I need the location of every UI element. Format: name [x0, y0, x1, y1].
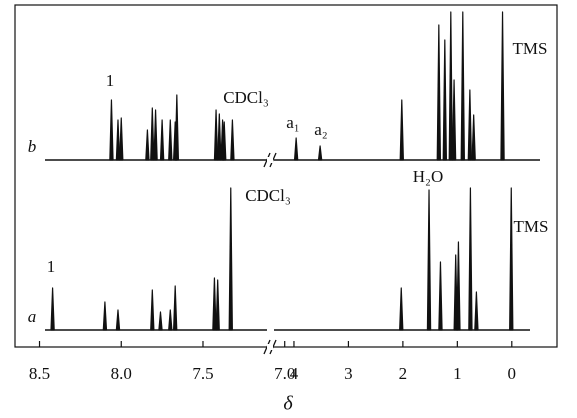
peak — [115, 119, 121, 161]
axis-break-gap — [267, 344, 273, 350]
x-tick-label: 3 — [344, 364, 353, 383]
axis-break-gap — [267, 157, 273, 163]
x-tick-label: 7.5 — [192, 364, 213, 383]
x-tick-label: 2 — [399, 364, 408, 383]
peak — [217, 113, 222, 161]
peak — [50, 287, 55, 331]
peak — [212, 277, 217, 331]
peak — [228, 187, 233, 331]
x-tick-label: 4 — [290, 364, 299, 383]
peak — [500, 11, 505, 161]
peak-annotation: 1 — [47, 257, 56, 276]
x-tick-label: 8.5 — [29, 364, 50, 383]
peak — [119, 117, 124, 161]
peak — [451, 79, 457, 161]
peak — [222, 121, 227, 161]
peak — [215, 279, 220, 331]
peak — [230, 119, 235, 161]
plot-frame — [14, 4, 558, 348]
x-tick-label: 8.0 — [111, 364, 132, 383]
peak — [115, 309, 121, 331]
peak-annotation: 1 — [106, 71, 115, 90]
peak — [159, 119, 165, 161]
peak — [467, 89, 473, 161]
peak — [453, 254, 458, 331]
peak-annotation: H₂O — [413, 167, 443, 186]
x-tick-label: 1 — [453, 364, 462, 383]
peak-annotation: a₂ — [314, 120, 327, 139]
peak — [174, 94, 180, 161]
peak — [150, 107, 155, 161]
x-tick-label: 7.0 — [274, 364, 295, 383]
peak — [168, 309, 173, 331]
peak-annotation: a₁ — [286, 113, 299, 132]
peak — [150, 289, 155, 331]
peak — [317, 145, 323, 161]
peak — [102, 301, 108, 331]
peak — [158, 311, 163, 331]
peak — [460, 11, 465, 161]
x-axis-label: δ — [283, 393, 293, 415]
peak — [471, 114, 476, 161]
peak — [399, 287, 404, 331]
peak — [293, 137, 299, 161]
peak — [213, 109, 219, 161]
peak — [109, 99, 114, 161]
peak — [448, 11, 454, 161]
peak — [426, 189, 432, 331]
peak-annotation: CDCl₃ — [245, 186, 291, 205]
trace-label: b — [28, 137, 37, 156]
peak — [456, 241, 461, 331]
peak — [172, 285, 178, 331]
peak — [168, 119, 173, 161]
trace-label: a — [28, 307, 37, 326]
peak-annotation: TMS — [514, 217, 549, 236]
peak — [442, 39, 448, 161]
peak — [153, 109, 158, 161]
peak-annotation: CDCl₃ — [223, 88, 269, 107]
peak — [438, 261, 443, 331]
peak — [468, 187, 473, 331]
peak — [509, 187, 514, 331]
peak-annotation: TMS — [513, 39, 548, 58]
x-tick-label: 0 — [508, 364, 517, 383]
peak — [474, 291, 479, 331]
peak — [436, 24, 442, 161]
peak — [399, 99, 404, 161]
peak — [145, 129, 150, 161]
